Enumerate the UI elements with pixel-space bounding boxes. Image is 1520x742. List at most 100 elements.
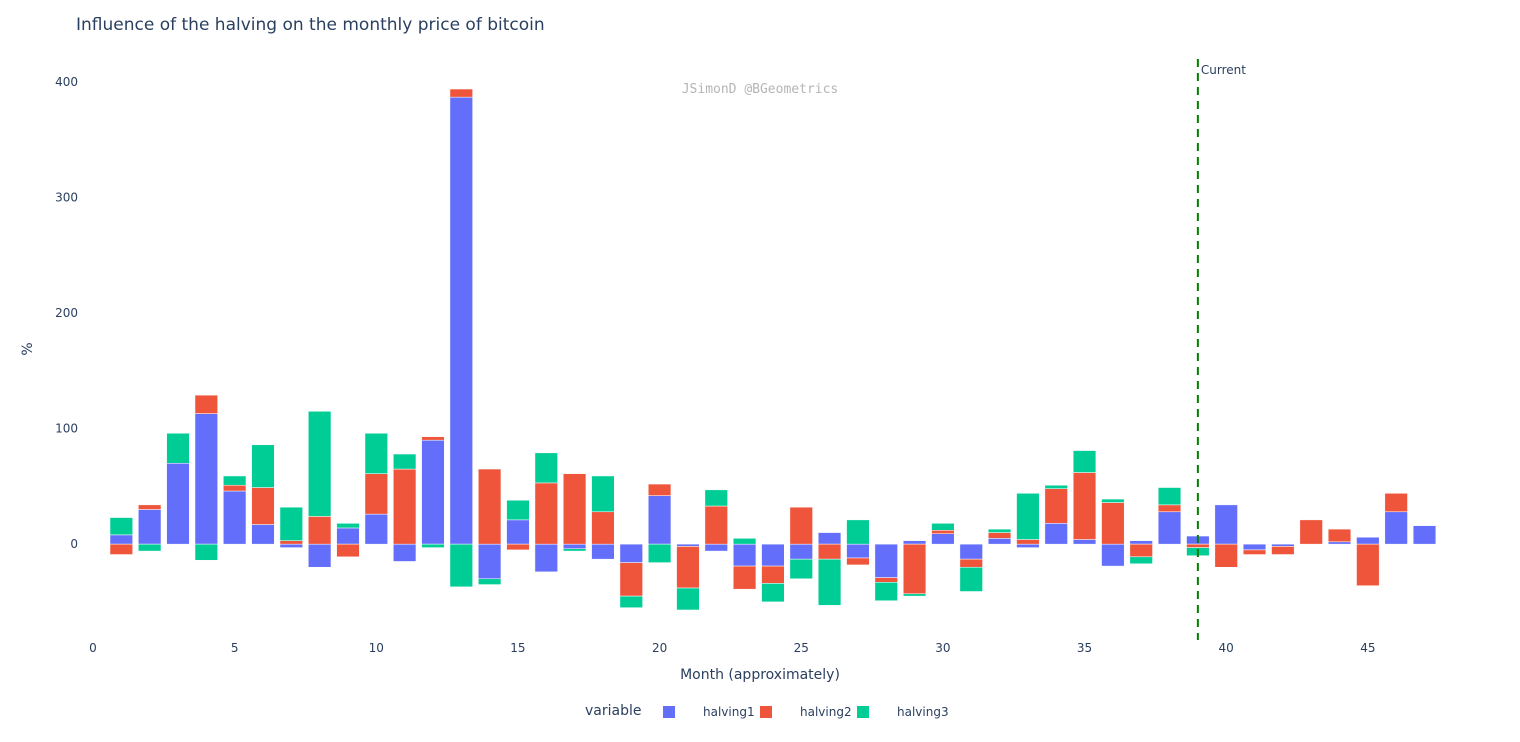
bar-halving3-month-7 [279,506,303,541]
bar-halving2-month-16 [534,482,558,545]
legend-label-halving3[interactable]: halving3 [897,705,949,719]
bar-halving2-month-35 [1072,472,1097,540]
bar-halving2-month-13 [449,88,473,98]
bar-halving1-month-32 [987,538,1012,545]
bar-halving2-month-33 [1016,539,1040,545]
bar-halving2-month-34 [1044,488,1068,524]
bar-halving1-month-13 [449,96,473,545]
bar-halving1-month-42 [1271,543,1295,547]
bar-halving1-month-46 [1384,511,1408,545]
bar-halving1-month-12 [421,439,445,545]
bar-halving3-month-38 [1157,487,1182,506]
bar-halving1-month-37 [1129,540,1153,545]
bar-halving3-month-27 [846,519,870,545]
bar-halving2-month-43 [1299,519,1323,545]
bar-halving1-month-36 [1101,543,1125,567]
bar-halving2-month-29 [902,543,927,595]
bar-halving2-month-6 [251,487,275,525]
x-tick-label: 45 [1360,641,1375,655]
bar-halving3-month-23 [733,538,757,545]
legend-label-halving2[interactable]: halving2 [800,705,852,719]
bar-halving3-month-37 [1129,556,1153,565]
bar-halving1-month-23 [733,543,757,567]
bar-halving3-month-2 [138,543,162,552]
bar-halving1-month-44 [1327,541,1352,545]
bar-halving1-month-29 [902,540,927,545]
bar-halving1-month-31 [959,543,983,560]
bar-halving1-month-20 [648,495,672,545]
bar-halving2-month-1 [109,543,133,555]
bar-halving2-month-42 [1271,546,1295,555]
bar-halving1-month-28 [874,543,898,578]
bar-halving1-month-25 [789,543,813,560]
bar-halving3-month-30 [931,523,955,531]
bar-halving1-month-16 [534,543,558,573]
bar-halving2-month-14 [478,468,502,545]
bar-halving3-month-17 [563,548,587,552]
bar-halving2-month-18 [591,511,615,545]
legend-swatch-halving1[interactable] [663,706,675,718]
bar-halving1-month-2 [138,509,162,545]
bar-halving2-month-24 [761,565,785,584]
bar-halving3-month-19 [619,595,643,608]
bar-halving1-month-26 [817,532,842,545]
x-tick-label: 35 [1077,641,1092,655]
bar-halving1-month-34 [1044,523,1068,545]
x-tick-label: 40 [1219,641,1234,655]
bar-halving3-month-11 [393,453,417,470]
bar-halving2-month-28 [874,577,898,583]
x-tick-label: 20 [652,641,667,655]
bar-halving2-month-17 [563,473,587,545]
bar-halving1-month-47 [1412,525,1437,545]
bar-halving2-month-27 [846,557,870,566]
bar-halving3-month-24 [761,583,785,603]
legend-swatch-halving3[interactable] [857,706,869,718]
bar-halving1-month-24 [761,543,785,567]
bar-halving3-month-26 [817,558,842,606]
watermark-text: JSimonD @BGeometrics [682,82,839,97]
bar-halving3-month-9 [336,523,360,529]
y-tick-label: 300 [55,191,78,205]
bar-halving3-month-35 [1072,450,1097,473]
bar-halving2-month-46 [1384,493,1408,513]
bar-halving2-month-22 [704,505,728,545]
bar-halving2-month-39 [1186,543,1210,548]
bar-halving3-month-36 [1101,498,1125,503]
bar-halving3-month-13 [449,543,473,588]
bar-halving1-month-7 [279,543,303,548]
x-axis-ticks: 0 5 10 15 20 25 30 35 40 45 [89,641,1375,655]
bar-halving1-month-1 [109,534,133,545]
bar-halving3-month-3 [166,432,190,464]
bar-halving2-month-37 [1129,543,1153,558]
bar-halving3-month-8 [308,411,332,517]
x-axis-title: Month (approximately) [680,667,840,683]
legend: variable halving1 halving2 halving3 [585,703,949,719]
bar-halving2-month-9 [336,543,360,558]
bar-halving2-month-21 [676,546,700,589]
x-tick-label: 0 [89,641,97,655]
bar-halving2-month-7 [279,540,303,545]
bar-halving3-month-4 [194,543,218,561]
bar-halving2-month-25 [789,506,813,545]
legend-swatch-halving2[interactable] [760,706,772,718]
bar-halving2-month-38 [1157,504,1182,513]
bar-halving1-month-19 [619,543,643,563]
bar-halving2-month-10 [364,473,388,515]
x-tick-label: 10 [369,641,384,655]
bar-halving1-month-38 [1157,511,1182,545]
bar-halving3-month-6 [251,444,275,488]
bar-halving2-month-4 [194,394,218,414]
bar-halving1-month-45 [1356,536,1380,545]
bar-halving1-month-15 [506,519,530,545]
bar-halving1-month-17 [563,543,587,549]
bar-halving2-month-44 [1327,528,1352,543]
bar-halving1-month-5 [223,490,247,545]
legend-label-halving1[interactable]: halving1 [703,705,755,719]
y-tick-label: 100 [55,422,78,436]
bar-halving3-month-31 [959,566,983,592]
bar-halving3-month-22 [704,489,728,507]
bar-halving2-month-36 [1101,502,1125,545]
bar-halving1-month-6 [251,524,275,545]
x-tick-label: 15 [510,641,525,655]
